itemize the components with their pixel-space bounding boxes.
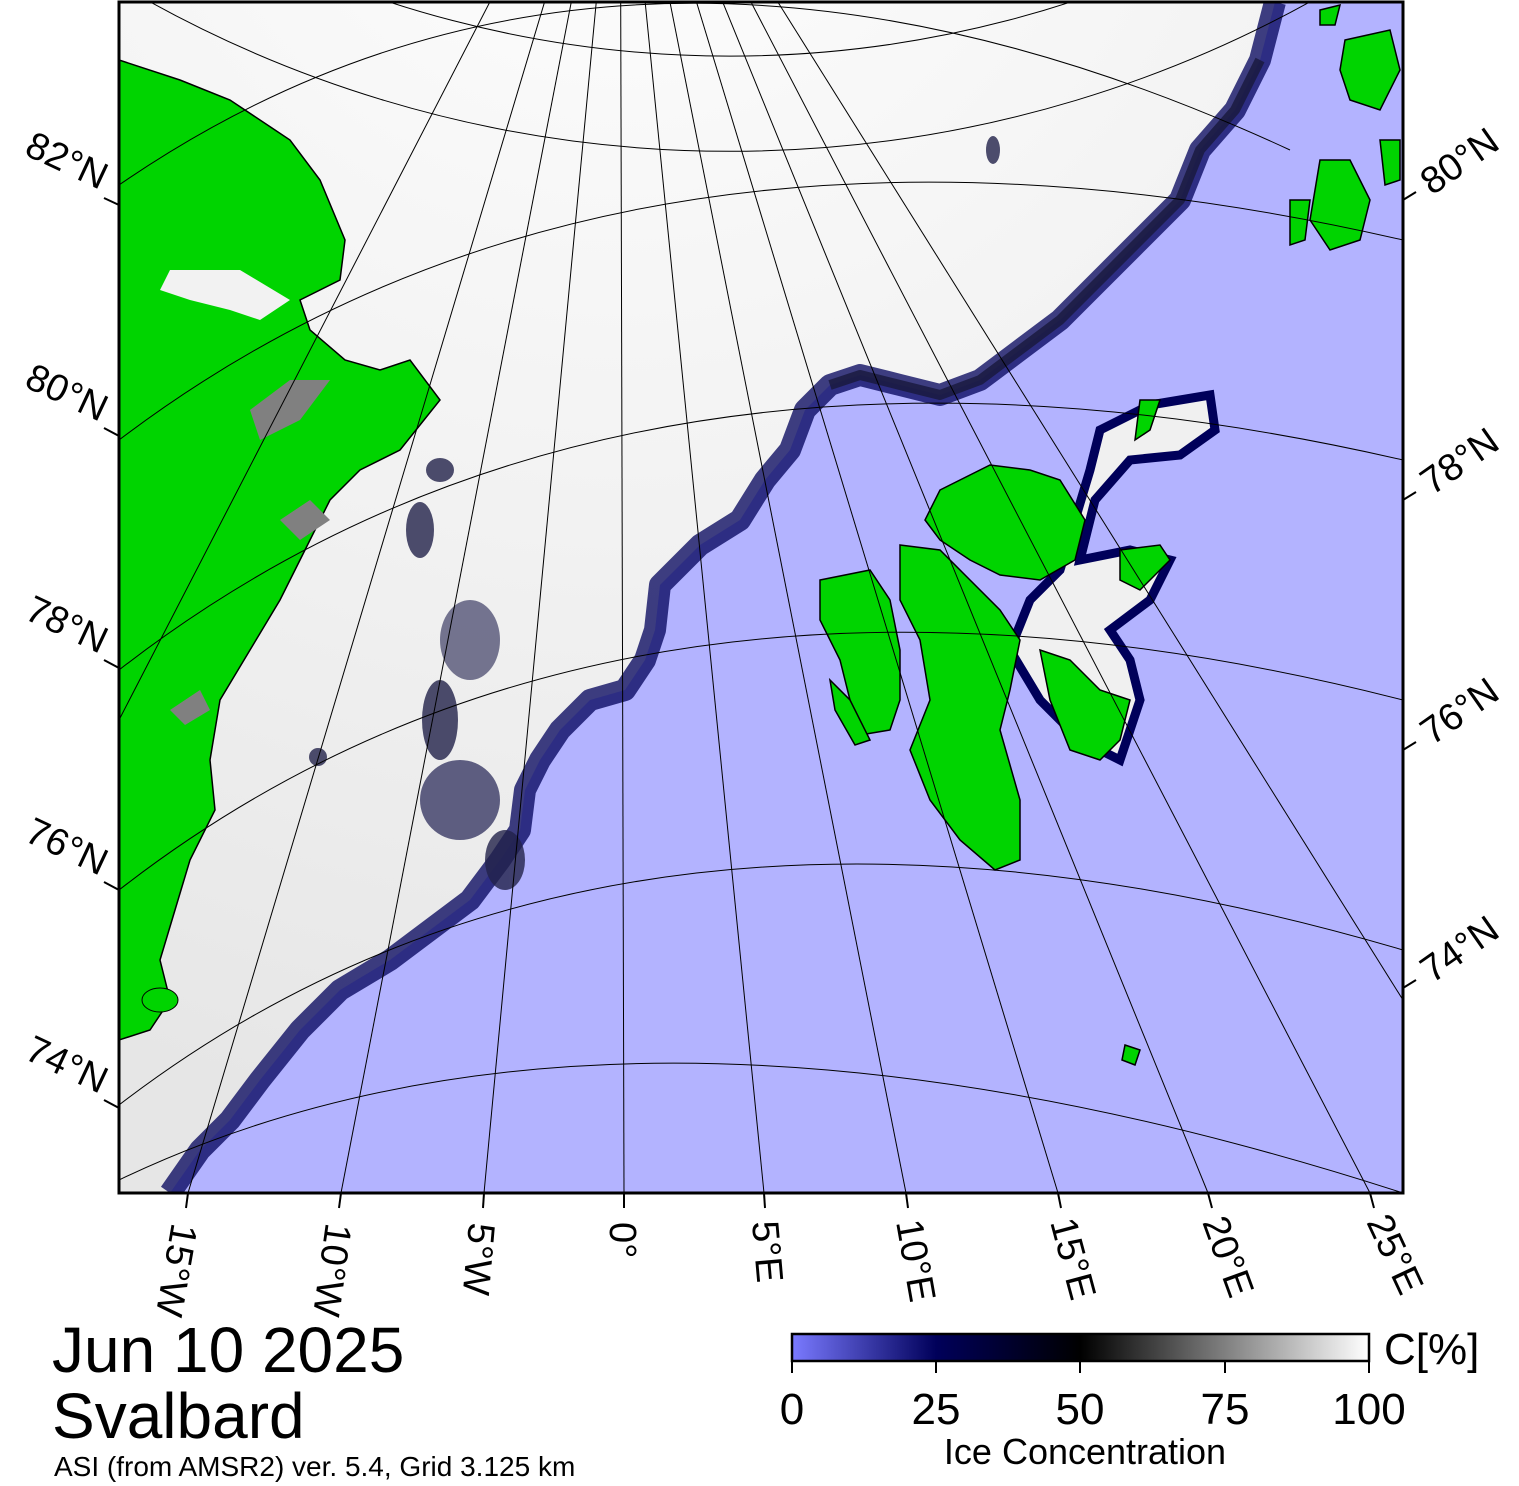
- map-region: Svalbard: [52, 1380, 305, 1452]
- tick-marks: [103, 191, 1417, 1209]
- greenland-land: [119, 59, 441, 1041]
- lat-label-left: 76°N: [19, 810, 114, 884]
- lon-label: 10°W: [304, 1221, 359, 1319]
- product-info: ASI (from AMSR2) ver. 5.4, Grid 3.125 km: [54, 1451, 576, 1482]
- colorbar-tick-label: 0: [779, 1385, 805, 1434]
- greenland-coast-ice: [160, 270, 330, 725]
- lon-label: 15°E: [1041, 1213, 1103, 1304]
- lon-label: 0°: [601, 1222, 643, 1258]
- colorbar-title: Ice Concentration: [943, 1431, 1227, 1472]
- map-frame: [117, 0, 1405, 1195]
- lat-label-right: 74°N: [1413, 908, 1507, 991]
- graticule: [119, 2, 1403, 1193]
- sea-ice-pack: [119, 2, 1275, 1193]
- lat-label-right: 78°N: [1413, 420, 1507, 503]
- lon-label: 20°E: [1194, 1211, 1262, 1303]
- svalbard-land: [819, 399, 1171, 1066]
- colorbar-ticks: [791, 1361, 1370, 1373]
- marginal-ice-zone: [160, 2, 1286, 1193]
- lon-label: 5°W: [454, 1221, 502, 1297]
- colorbar-tick-label: 75: [1200, 1385, 1250, 1434]
- lon-label: 10°E: [887, 1216, 943, 1305]
- lat-label-right: 80°N: [1413, 120, 1507, 203]
- lat-label-left: 78°N: [19, 588, 114, 662]
- map-date: Jun 10 2025: [52, 1314, 405, 1386]
- lat-label-left: 74°N: [19, 1028, 114, 1102]
- colorbar-tick-label: 50: [1055, 1385, 1105, 1434]
- greenland-island: [141, 987, 179, 1013]
- lat-label-left: 80°N: [19, 356, 114, 430]
- colorbar-tick-label: 25: [911, 1385, 961, 1434]
- franz-josef-land: [1289, 3, 1401, 251]
- lat-label-left: 82°N: [19, 124, 114, 198]
- colorbar-unit: C[%]: [1384, 1325, 1480, 1374]
- colorbar-gradient: [790, 1332, 1371, 1363]
- lon-label: 25°E: [1358, 1208, 1431, 1301]
- lat-label-right: 76°N: [1413, 670, 1507, 753]
- colorbar-tick-label: 100: [1332, 1385, 1406, 1434]
- lon-label: 5°E: [743, 1219, 790, 1284]
- lon-label: 15°W: [147, 1220, 205, 1319]
